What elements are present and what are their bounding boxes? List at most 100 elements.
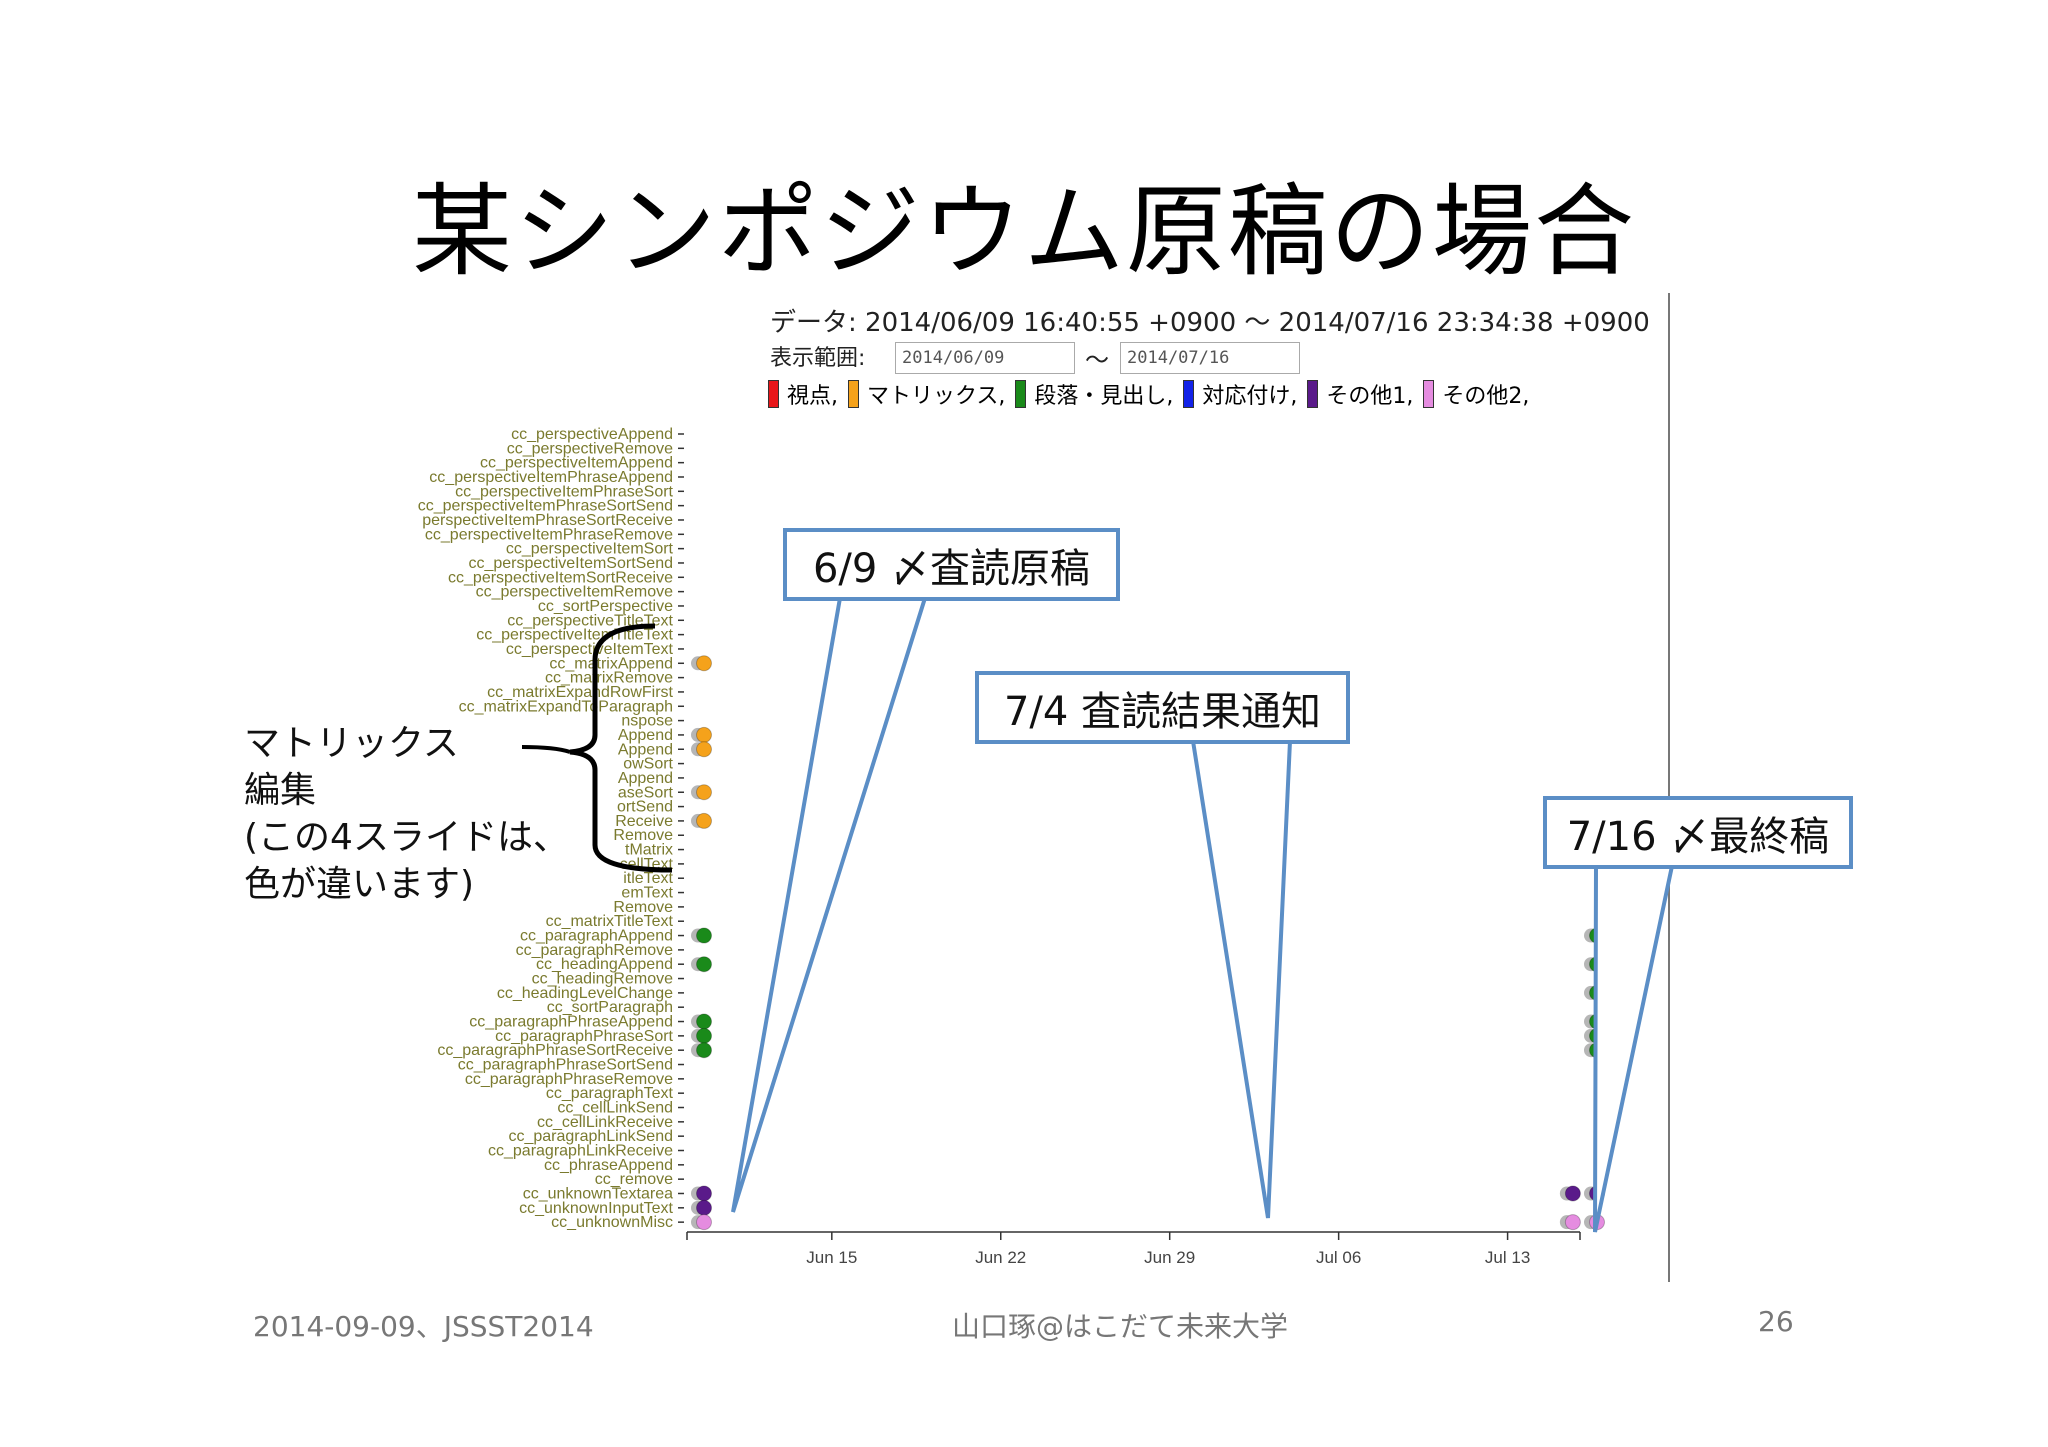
- x-tick-label: Jun 29: [1144, 1248, 1195, 1267]
- y-tick-label: cc_headingAppend: [536, 956, 673, 973]
- y-tick-label: Append: [618, 741, 673, 758]
- date-to-input[interactable]: 2014/07/16: [1120, 342, 1300, 374]
- note-line: (この4スライドは、: [244, 817, 569, 858]
- y-tick-label: cc_phraseAppend: [544, 1157, 673, 1174]
- note-line: 色が違います): [244, 864, 475, 905]
- data-point: [696, 956, 712, 973]
- legend-label: 段落・見出し,: [1034, 384, 1174, 409]
- footer-date-event: 2014-09-09、JSSST2014: [253, 1310, 594, 1343]
- legend-item: 段落・見出し,: [1015, 378, 1173, 410]
- data-point: [696, 1214, 712, 1231]
- data-point: [696, 1013, 712, 1030]
- y-tick-label: aseSort: [618, 784, 674, 801]
- footer-author: 山口琢@はこだて未来大学: [952, 1310, 1289, 1343]
- y-tick-label: cc_matrixAppend: [549, 655, 673, 672]
- data-point: [696, 655, 712, 672]
- y-tick-label: cc_perspectiveItemSort: [506, 541, 674, 558]
- y-tick-label: cc_sortParagraph: [547, 999, 673, 1016]
- matrix-edit-note: マトリックス 編集 (この4スライドは、 色が違います): [244, 720, 569, 908]
- x-tick-label: Jun 15: [806, 1248, 857, 1267]
- y-tick-label: emText: [621, 885, 673, 902]
- legend-swatch: [848, 380, 859, 408]
- legend-swatch: [1423, 380, 1435, 408]
- y-tick-label: Receive: [615, 813, 673, 830]
- y-tick-label: cc_perspectiveItemText: [506, 641, 674, 658]
- y-tick-label: cc_matrixTitleText: [546, 913, 674, 930]
- data-point: [1564, 1185, 1581, 1202]
- note-line: マトリックス: [244, 723, 459, 764]
- date-range-tilde: 〜: [1085, 346, 1109, 374]
- legend-item: その他1,: [1307, 378, 1413, 410]
- y-tick-label: cc_remove: [595, 1171, 673, 1188]
- y-tick-label: cc_headingLevelChange: [497, 985, 673, 1002]
- legend-item: 対応付け,: [1183, 378, 1297, 410]
- y-tick-label: cc_paragraphText: [546, 1085, 674, 1102]
- y-tick-label: cc_cellLinkSend: [557, 1100, 673, 1117]
- y-tick-label: cc_perspectiveItemAppend: [480, 455, 673, 472]
- data-point: [696, 726, 712, 743]
- legend-item: 視点,: [768, 378, 838, 410]
- y-tick-label: Append: [618, 727, 673, 744]
- callout-final-deadline: 7/16 〆最終稿: [1543, 796, 1853, 869]
- legend: 視点, マトリックス, 段落・見出し, 対応付け, その他1, その他2,: [768, 378, 1529, 410]
- y-tick-label: cc_paragraphPhraseSort: [495, 1028, 673, 1045]
- y-tick-label: cc_perspectiveItemRemove: [476, 584, 674, 601]
- y-tick-label: Remove: [613, 827, 673, 844]
- legend-item: マトリックス,: [848, 378, 1005, 410]
- data-point: [696, 1042, 712, 1059]
- y-tick-label: cc_perspectiveRemove: [507, 440, 673, 457]
- x-tick-label: Jul 13: [1485, 1248, 1530, 1267]
- y-tick-label: cc_matrixExpandRowFirst: [487, 684, 673, 701]
- y-tick-label: cc_matrixRemove: [545, 670, 673, 687]
- legend-label: 対応付け,: [1202, 384, 1298, 409]
- y-tick-label: nspose: [621, 713, 673, 730]
- legend-label: マトリックス,: [867, 384, 1006, 409]
- y-tick-label: cc_perspectiveItemPhraseRemove: [425, 526, 673, 543]
- y-tick-label: cc_sortPerspective: [538, 598, 673, 615]
- data-point: [1564, 1214, 1581, 1231]
- slide-title: 某シンポジウム原稿の場合: [412, 173, 1636, 290]
- y-tick-label: itleText: [623, 870, 673, 887]
- data-point: [696, 1185, 712, 1202]
- y-tick-label: cc_unknownTextarea: [523, 1185, 673, 1202]
- legend-label: その他1,: [1326, 384, 1414, 409]
- display-range-label: 表示範囲:: [770, 346, 866, 371]
- data-point: [696, 784, 712, 801]
- y-tick-label: cc_paragraphLinkSend: [508, 1128, 673, 1145]
- x-tick-label: Jun 22: [975, 1248, 1026, 1267]
- y-tick-label: cc_paragraphRemove: [516, 942, 674, 959]
- legend-swatch: [768, 380, 779, 408]
- y-tick-label: Append: [618, 770, 673, 787]
- legend-swatch: [1307, 380, 1319, 408]
- data-point: [696, 812, 712, 829]
- y-tick-label: cc_headingRemove: [532, 971, 674, 988]
- callout-pointer-3: [1593, 864, 1675, 1233]
- note-line: 編集: [244, 770, 317, 811]
- y-tick-label: cc_perspectiveItemPhraseSortSend: [418, 498, 673, 515]
- y-tick-label: cc_unknownInputText: [519, 1200, 673, 1217]
- data-point: [696, 927, 712, 944]
- y-tick-label: cc_perspectiveItemPhraseAppend: [429, 469, 673, 486]
- y-tick-label: cc_paragraphLinkReceive: [488, 1143, 673, 1160]
- footer-page-number: 26: [1758, 1305, 1794, 1338]
- y-tick-label: tMatrix: [625, 842, 673, 859]
- y-tick-label: cc_paragraphPhraseAppend: [469, 1014, 673, 1031]
- y-tick-label: ortSend: [617, 799, 673, 816]
- legend-swatch: [1183, 380, 1195, 408]
- legend-label: その他2,: [1442, 384, 1530, 409]
- callout-review-result: 7/4 査読結果通知: [975, 671, 1350, 744]
- data-point: [696, 1027, 712, 1044]
- y-tick-label: cc_paragraphPhraseSortReceive: [437, 1042, 673, 1059]
- y-tick-label: cc_perspectiveItemPhraseSort: [455, 483, 673, 500]
- legend-label: 視点,: [787, 384, 838, 409]
- y-tick-label: owSort: [623, 756, 673, 773]
- y-tick-label: perspectiveItemPhraseSortReceive: [422, 512, 673, 529]
- date-from-input[interactable]: 2014/06/09: [895, 342, 1075, 374]
- y-tick-label: cc_paragraphAppend: [520, 928, 673, 945]
- y-tick-label: cc_perspectiveItemSortSend: [468, 555, 673, 572]
- y-tick-label: cc_unknownMisc: [551, 1214, 673, 1231]
- y-tick-label: cc_matrixExpandToParagraph: [459, 698, 673, 715]
- y-tick-label: cc_paragraphPhraseRemove: [465, 1071, 673, 1088]
- y-tick-label: cc_perspectiveAppend: [511, 426, 673, 443]
